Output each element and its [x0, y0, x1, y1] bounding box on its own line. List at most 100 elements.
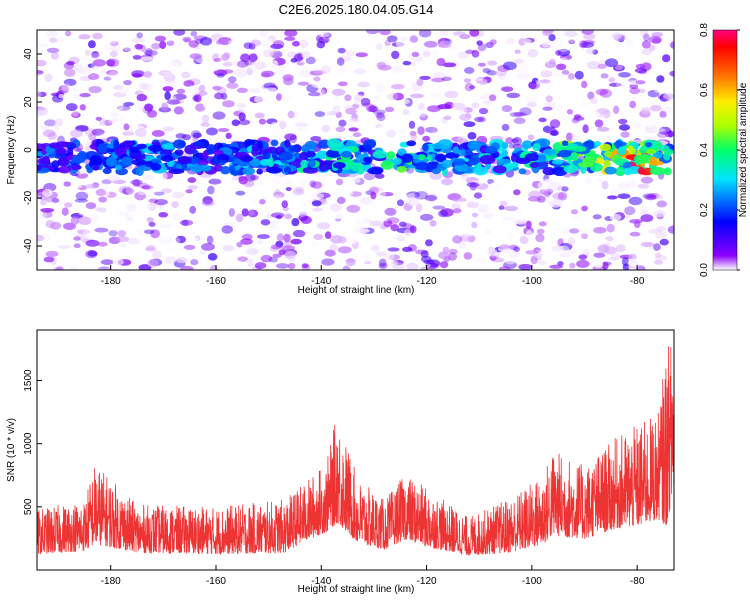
spectrogram-noise-blob [571, 92, 586, 99]
spectrogram-noise-blob [54, 79, 66, 85]
spectrogram-noise-blob [73, 236, 81, 241]
spectrogram-noise-blob [284, 30, 298, 37]
spectrogram-noise-blob [459, 233, 474, 242]
spectrogram-noise-blob [335, 213, 344, 220]
figure-title: C2E6.2025.180.04.05.G14 [279, 2, 434, 17]
spectrogram-noise-blob [266, 226, 274, 235]
spectrogram-noise-blob [582, 124, 589, 134]
spectrogram-noise-blob [493, 252, 505, 258]
spectrogram-signal-blob [262, 152, 271, 160]
spectrogram-noise-blob [73, 147, 82, 152]
spectrogram-noise-blob [377, 64, 392, 71]
spectrogram-signal-blob [249, 158, 261, 167]
spectrogram-noise-blob [463, 187, 472, 196]
spectrogram-noise-blob [456, 136, 467, 142]
spectrogram-noise-blob [539, 188, 554, 195]
spectrogram-noise-blob [190, 130, 201, 139]
spectrogram-noise-blob [283, 176, 297, 184]
spectrogram-noise-blob [548, 33, 556, 42]
spectrogram-noise-blob [579, 226, 592, 235]
spectrogram-noise-blob [641, 107, 651, 115]
spectrogram-noise-blob [345, 50, 355, 57]
spectrogram-signal-blob [220, 165, 231, 175]
spectrogram-noise-blob [473, 216, 487, 226]
spectrogram-noise-blob [65, 103, 78, 112]
spectrogram-noise-blob [338, 119, 347, 127]
spectrogram-noise-blob [282, 74, 294, 82]
spectrogram-noise-blob [201, 114, 210, 124]
spectrogram-noise-blob [402, 246, 413, 252]
spectrogram-noise-blob [300, 178, 309, 186]
spectrogram-signal-blob [265, 166, 282, 174]
spectrogram-noise-blob [424, 195, 438, 202]
spectrogram-noise-blob [112, 258, 125, 266]
spectrogram-noise-blob [554, 225, 564, 232]
spectrogram-noise-blob [438, 40, 453, 48]
spectrogram-noise-blob [330, 202, 342, 212]
spectrogram-noise-blob [498, 244, 511, 250]
spectrogram-noise-blob [600, 73, 609, 79]
spectrogram-noise-blob [656, 131, 669, 138]
spectrogram-noise-blob [581, 205, 588, 212]
spectrogram-noise-blob [58, 93, 65, 99]
spectrogram-noise-blob [369, 220, 383, 227]
spectrogram-noise-blob [225, 119, 233, 127]
spectrogram-noise-blob [243, 66, 252, 73]
spectrogram-noise-blob [618, 71, 631, 78]
spectrogram-noise-blob [241, 192, 249, 200]
spectrogram-noise-blob [162, 86, 174, 92]
spectrogram-noise-blob [479, 78, 488, 86]
spectrogram-noise-blob [342, 265, 351, 270]
spectrogram-noise-blob [146, 80, 158, 85]
spectrogram-signal-blob [135, 166, 144, 177]
spectrogram-noise-blob [651, 31, 664, 38]
spectrogram-noise-blob [164, 91, 171, 101]
spectrogram-signal-blob [644, 149, 657, 155]
spectrogram-noise-blob [501, 123, 510, 132]
spectrogram-noise-blob [109, 40, 119, 47]
colorbar-gradient [712, 29, 738, 271]
spectrogram-signal-blob [645, 141, 653, 148]
spectrogram-noise-blob [441, 76, 452, 82]
spectrogram-noise-blob [348, 118, 360, 123]
spectrogram-noise-blob [106, 70, 119, 76]
spectrogram-noise-blob [513, 112, 527, 117]
spectrogram-noise-blob [268, 256, 279, 263]
spectrogram-noise-blob [61, 207, 69, 216]
spectrogram-noise-blob [37, 42, 49, 48]
spectrogram-noise-blob [582, 187, 589, 196]
spectrogram-noise-blob [107, 59, 116, 65]
spectrogram-noise-blob [581, 248, 589, 254]
spectrogram-noise-blob [654, 252, 662, 258]
spectrogram-noise-blob [454, 125, 462, 131]
spectrogram-noise-blob [270, 212, 285, 218]
spectrogram-noise-blob [92, 59, 107, 67]
spectrogram-signal-blob [102, 167, 112, 175]
spectrogram-noise-blob [557, 191, 568, 201]
spectrogram-noise-blob [254, 112, 265, 119]
spectrogram-noise-blob [653, 85, 667, 94]
spectrogram-noise-blob [286, 62, 296, 72]
spectrogram-noise-blob [648, 228, 662, 234]
spectrogram-noise-blob [569, 228, 580, 234]
spectrogram-noise-blob [337, 81, 348, 87]
spectrogram-noise-blob [256, 234, 270, 239]
spectrogram-signal-blob [649, 166, 666, 176]
spectrogram-noise-blob [136, 93, 148, 102]
spectrogram-noise-blob [258, 118, 267, 125]
spectrogram-noise-blob [360, 97, 371, 106]
spectrogram-noise-blob [630, 121, 638, 129]
spectrogram-noise-blob [127, 246, 136, 253]
spectrogram-noise-blob [299, 40, 309, 48]
spectrogram-noise-blob [652, 37, 662, 44]
spectrogram-noise-blob [63, 78, 77, 87]
spectrogram-noise-blob [585, 176, 593, 186]
spectrogram-noise-blob [413, 113, 422, 119]
spectrogram-noise-blob [565, 132, 577, 141]
spectrogram-noise-blob [299, 69, 313, 78]
spectrogram-noise-blob [50, 51, 59, 60]
spectrogram-noise-blob [415, 249, 428, 255]
spectrogram-noise-blob [594, 119, 604, 128]
spectrogram-signal-blob [467, 140, 481, 150]
spectrogram-noise-blob [360, 196, 373, 205]
